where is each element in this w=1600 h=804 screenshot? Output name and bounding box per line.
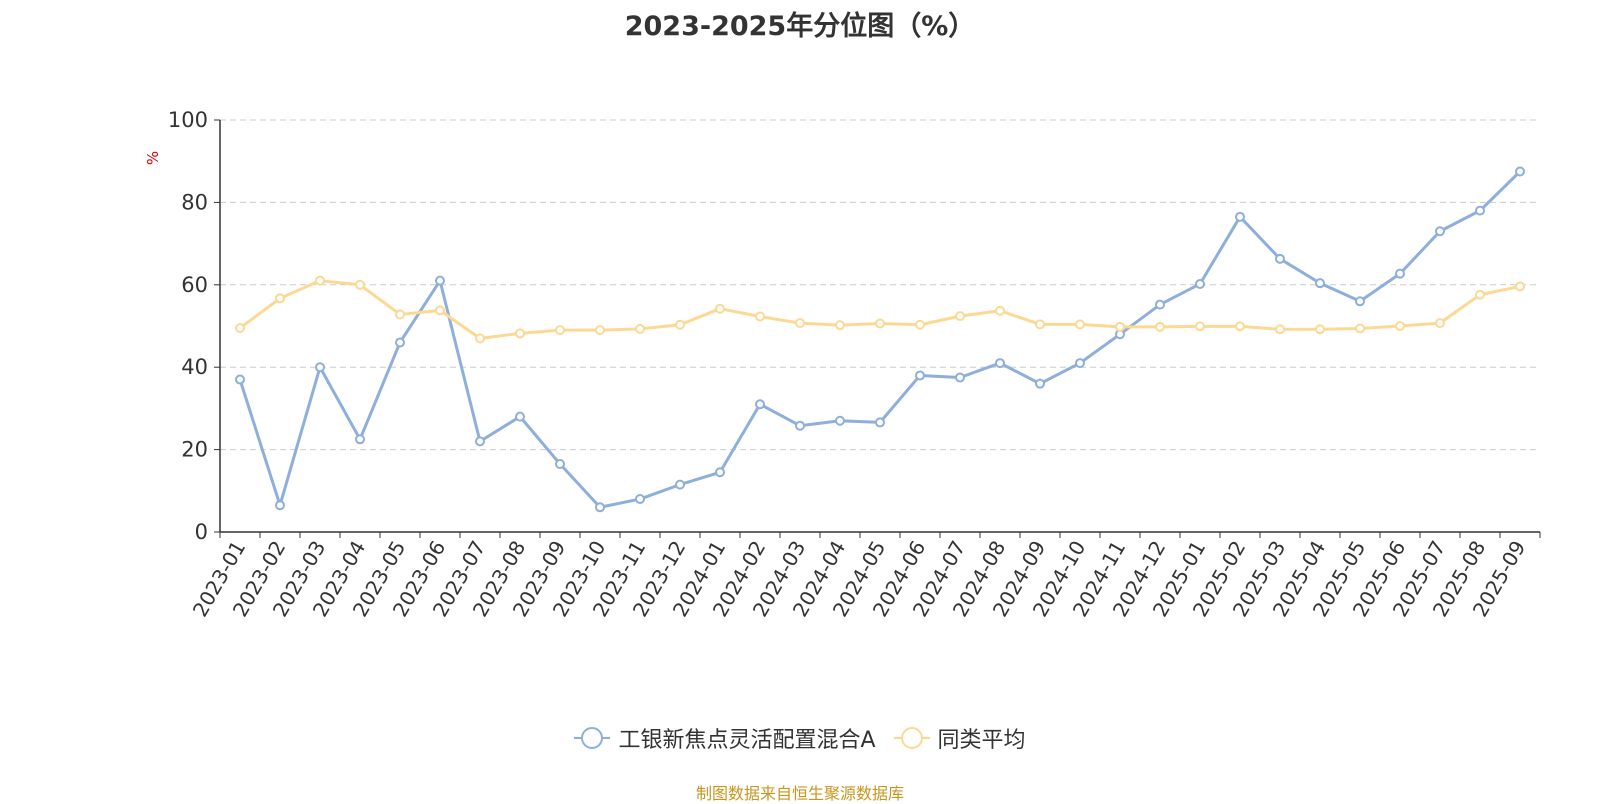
- data-point[interactable]: [235, 374, 245, 385]
- y-tick-label: 20: [181, 438, 208, 462]
- data-point[interactable]: [875, 318, 885, 329]
- grid-lines: [220, 119, 1540, 451]
- data-point[interactable]: [1195, 278, 1205, 289]
- data-point[interactable]: [395, 337, 405, 348]
- y-axis-label: %: [144, 151, 162, 165]
- data-point[interactable]: [1115, 321, 1125, 332]
- data-point[interactable]: [1275, 253, 1285, 264]
- data-point[interactable]: [915, 319, 925, 330]
- data-point[interactable]: [275, 500, 285, 511]
- data-point[interactable]: [1355, 323, 1365, 334]
- series-line: [239, 279, 1521, 340]
- data-point[interactable]: [315, 362, 325, 373]
- data-point[interactable]: [1275, 324, 1285, 335]
- data-point[interactable]: [995, 358, 1005, 369]
- data-point[interactable]: [475, 333, 485, 344]
- series-lines: [235, 166, 1525, 513]
- data-point[interactable]: [1475, 205, 1485, 216]
- legend-marker-icon: [893, 727, 930, 749]
- data-point[interactable]: [515, 411, 525, 422]
- series-1: [235, 166, 1525, 513]
- data-point[interactable]: [1515, 281, 1525, 292]
- data-point[interactable]: [835, 320, 845, 331]
- data-point[interactable]: [1155, 321, 1165, 332]
- data-point[interactable]: [795, 318, 805, 329]
- data-point[interactable]: [1075, 319, 1085, 330]
- data-point[interactable]: [755, 399, 765, 410]
- data-point[interactable]: [835, 415, 845, 426]
- y-tick-label: 40: [181, 355, 208, 379]
- data-point[interactable]: [1395, 268, 1405, 279]
- data-point[interactable]: [915, 370, 925, 381]
- data-point[interactable]: [1155, 299, 1165, 310]
- data-point[interactable]: [635, 494, 645, 505]
- data-point[interactable]: [1355, 296, 1365, 307]
- data-point[interactable]: [1195, 321, 1205, 332]
- data-point[interactable]: [1435, 226, 1445, 237]
- legend-label: 工银新焦点灵活配置混合A: [618, 728, 876, 753]
- data-point[interactable]: [1515, 166, 1525, 177]
- data-point[interactable]: [555, 459, 565, 470]
- data-point[interactable]: [715, 467, 725, 478]
- data-point[interactable]: [435, 305, 445, 316]
- data-point[interactable]: [355, 279, 365, 290]
- data-source-note: 制图数据来自恒生聚源数据库: [695, 784, 904, 803]
- data-point[interactable]: [995, 305, 1005, 316]
- legend-marker-icon: [574, 727, 611, 749]
- axes: [214, 119, 1541, 538]
- series-line: [238, 170, 1522, 509]
- data-point[interactable]: [435, 275, 445, 286]
- data-point[interactable]: [235, 323, 245, 334]
- data-point[interactable]: [955, 311, 965, 322]
- data-point[interactable]: [315, 275, 325, 286]
- data-point[interactable]: [1315, 278, 1325, 289]
- data-point[interactable]: [395, 309, 405, 320]
- legend: 工银新焦点灵活配置混合A 同类平均: [0, 722, 1600, 754]
- data-point[interactable]: [475, 436, 485, 447]
- data-point[interactable]: [1075, 358, 1085, 369]
- data-point[interactable]: [675, 479, 685, 490]
- data-point[interactable]: [675, 319, 685, 330]
- y-tick-labels: 0 20 40 60 80 100: [168, 108, 208, 544]
- legend-item-series-1[interactable]: 工银新焦点灵活配置混合A: [574, 722, 876, 754]
- y-tick-label: 60: [181, 273, 208, 297]
- data-point[interactable]: [1035, 319, 1045, 330]
- y-tick-label: 80: [181, 190, 208, 214]
- legend-item-series-2[interactable]: 同类平均: [893, 722, 1026, 754]
- legend-label: 同类平均: [937, 728, 1026, 753]
- y-tick-label: 0: [195, 520, 208, 544]
- data-point[interactable]: [755, 311, 765, 322]
- y-tick-label: 100: [168, 108, 208, 132]
- data-point[interactable]: [1395, 321, 1405, 331]
- data-point[interactable]: [1315, 324, 1325, 335]
- data-point[interactable]: [715, 303, 725, 314]
- data-point[interactable]: [1475, 289, 1485, 300]
- data-point[interactable]: [1435, 318, 1445, 329]
- x-tick-labels: 2023-012023-022023-032023-042023-052023-…: [188, 537, 1531, 621]
- chart-title: 2023-2025年分位图（%）: [624, 11, 976, 42]
- data-point[interactable]: [515, 328, 525, 339]
- data-point[interactable]: [355, 434, 365, 445]
- data-point[interactable]: [1035, 378, 1045, 389]
- data-point[interactable]: [595, 325, 605, 336]
- data-point[interactable]: [555, 325, 565, 336]
- data-point[interactable]: [635, 323, 645, 334]
- data-point[interactable]: [955, 372, 965, 383]
- data-point[interactable]: [1235, 321, 1245, 332]
- data-point[interactable]: [795, 420, 805, 431]
- line-chart: 0 20 40 60 80 100 2023-012023-022023-032023-0…: [144, 108, 1541, 621]
- data-point[interactable]: [595, 502, 605, 513]
- data-point[interactable]: [875, 417, 885, 428]
- series-2: [235, 275, 1525, 344]
- data-point[interactable]: [1235, 211, 1245, 222]
- data-point[interactable]: [275, 293, 285, 304]
